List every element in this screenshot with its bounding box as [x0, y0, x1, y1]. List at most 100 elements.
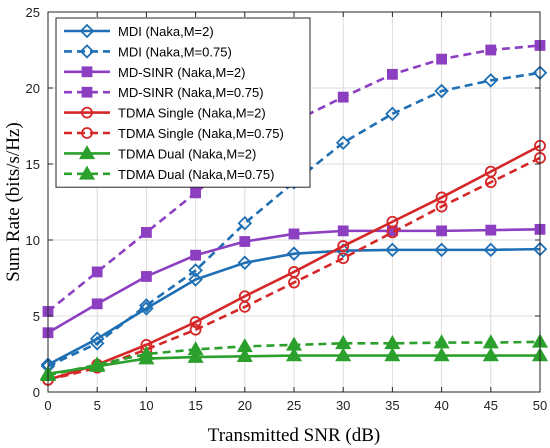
legend-label: TDMA Single (Naka,M=0.75) — [118, 126, 284, 141]
legend-marker — [81, 86, 93, 98]
data-point — [89, 336, 105, 351]
legend-label: TDMA Single (Naka,M=2) — [118, 106, 266, 121]
legend-item: MD-SINR (Naka,M=0.75) — [64, 85, 264, 100]
data-point — [384, 347, 401, 362]
data-point — [190, 249, 202, 261]
data-point — [288, 276, 300, 289]
legend-box — [55, 17, 311, 188]
data-point — [138, 345, 155, 360]
data-point — [335, 347, 352, 362]
data-point — [190, 187, 202, 199]
legend-item: TDMA Dual (Naka,M=2) — [64, 145, 256, 161]
data-point — [483, 242, 499, 258]
data-point — [189, 323, 202, 336]
data-point — [485, 44, 497, 56]
legend-marker — [81, 127, 93, 139]
x-tick-label: 15 — [188, 398, 202, 413]
data-point — [187, 348, 204, 363]
y-axis-label: Sum Rate (bits/s/Hz) — [3, 122, 24, 281]
y-tick-label: 5 — [33, 309, 40, 324]
data-point — [236, 347, 253, 363]
data-point — [384, 335, 401, 350]
legend-marker — [78, 165, 96, 180]
data-point — [285, 336, 303, 351]
data-point — [188, 263, 203, 278]
data-point — [187, 341, 204, 356]
data-point — [386, 226, 399, 239]
data-point — [485, 224, 497, 236]
x-tick-label: 0 — [44, 398, 51, 413]
data-point — [239, 236, 251, 247]
data-point — [288, 228, 300, 240]
data-point — [337, 240, 350, 252]
legend-label: MDI (Naka,M=2) — [118, 24, 214, 39]
data-point — [335, 135, 351, 150]
data-point — [434, 242, 449, 258]
data-point — [482, 334, 499, 349]
data-point — [337, 91, 349, 103]
legend-label: TDMA Dual (Naka,M=0.75) — [118, 167, 274, 182]
data-point — [286, 246, 302, 261]
series-line — [47, 156, 541, 382]
data-point — [188, 272, 203, 287]
data-point — [89, 356, 106, 371]
data-point — [337, 252, 350, 265]
data-point — [89, 331, 105, 347]
y-tick-label: 0 — [33, 385, 40, 400]
legend-label: MD-SINR (Naka,M=2) — [118, 65, 246, 80]
data-point — [385, 242, 400, 258]
legend-item: TDMA Single (Naka,M=0.75) — [64, 126, 284, 141]
y-tick-label: 20 — [26, 81, 40, 96]
legend-item: MDI (Naka,M=2) — [64, 23, 214, 39]
data-point — [335, 335, 352, 350]
legend-item: TDMA Dual (Naka,M=0.75) — [64, 165, 274, 182]
x-tick-label: 20 — [238, 398, 252, 413]
y-tick-label: 10 — [26, 233, 40, 248]
series-line — [47, 71, 541, 368]
legend-label: MDI (Naka,M=0.75) — [118, 44, 232, 59]
data-point — [189, 316, 202, 328]
data-point — [436, 53, 448, 65]
x-tick-label: 30 — [336, 398, 350, 413]
data-point — [435, 200, 448, 213]
data-point — [91, 298, 103, 310]
series-line — [47, 44, 541, 313]
x-tick-label: 50 — [533, 398, 547, 413]
legend-item: TDMA Single (Naka,M=2) — [64, 106, 266, 121]
ticks: 0 5 10 15 20 25 30 35 40 45 50 0 5 10 15 20 25 — [26, 5, 548, 413]
data-point — [433, 347, 450, 362]
data-point — [236, 338, 253, 353]
legend-marker — [81, 66, 93, 78]
data-point — [139, 298, 154, 313]
data-point — [386, 68, 398, 80]
legend-item: MD-SINR (Naka,M=2) — [64, 65, 246, 80]
data-point — [285, 347, 303, 362]
x-tick-label: 45 — [484, 398, 498, 413]
series-line — [47, 144, 541, 382]
series-layer — [39, 40, 549, 386]
data-point — [237, 255, 253, 271]
data-point — [483, 73, 499, 88]
data-point — [482, 347, 499, 362]
y-tick-label: 25 — [26, 5, 40, 20]
y-tick-label: 15 — [26, 157, 40, 172]
data-point — [337, 225, 349, 237]
x-tick-label: 35 — [385, 398, 399, 413]
data-point — [237, 216, 253, 231]
legend-marker — [78, 145, 96, 160]
legend-label: MD-SINR (Naka,M=0.75) — [118, 85, 264, 100]
data-point — [140, 226, 152, 238]
x-tick-label: 5 — [94, 398, 101, 413]
data-point — [385, 106, 400, 122]
legend-marker — [79, 44, 95, 59]
data-point — [238, 300, 251, 313]
legend-item: MDI (Naka,M=0.75) — [64, 44, 232, 59]
data-point — [91, 266, 103, 278]
data-point — [433, 334, 450, 349]
data-point — [140, 271, 152, 282]
x-axis-label: Transmitted SNR (dB) — [208, 425, 380, 446]
legend-marker — [81, 106, 93, 119]
data-point — [436, 225, 448, 237]
legend: MDI (Naka,M=2) MDI (Naka,M=0.75) MD-SINR (… — [55, 17, 311, 188]
